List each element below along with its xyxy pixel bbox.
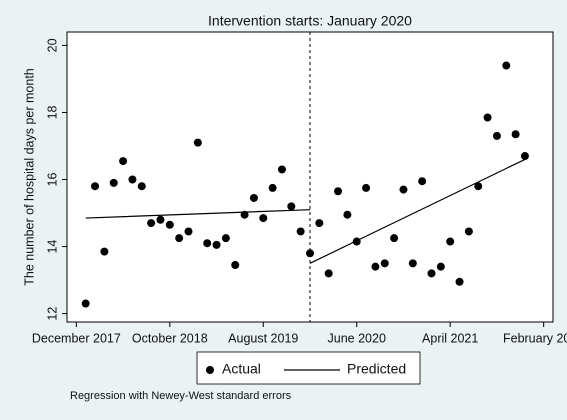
y-tick-label: 14 — [45, 240, 59, 254]
point — [259, 214, 268, 223]
x-tick-label: April 2021 — [422, 331, 478, 345]
point — [427, 269, 436, 278]
point — [474, 182, 483, 191]
point — [343, 210, 352, 219]
point — [520, 152, 529, 161]
point — [212, 240, 221, 249]
point — [91, 182, 100, 191]
legend-marker — [206, 366, 214, 374]
point — [287, 202, 296, 211]
point — [511, 130, 520, 139]
point — [315, 219, 324, 228]
point — [390, 234, 399, 243]
point — [203, 239, 212, 248]
point — [231, 261, 240, 270]
legend-box — [196, 351, 421, 385]
point — [306, 249, 314, 258]
point — [324, 269, 333, 278]
point — [249, 193, 258, 202]
y-axis-label: The number of hospital days per month — [22, 68, 36, 286]
point — [334, 187, 343, 196]
x-tick-label: December 2017 — [32, 331, 121, 345]
y-tick-label: 20 — [45, 38, 59, 52]
point — [81, 299, 90, 308]
point — [147, 219, 156, 228]
point — [399, 185, 408, 194]
note: Regression with Newey-West standard erro… — [70, 390, 292, 402]
chart-title: Intervention starts: January 2020 — [208, 13, 412, 29]
point — [137, 182, 146, 191]
point — [362, 183, 371, 192]
point — [221, 234, 230, 243]
point — [100, 247, 109, 256]
y-tick-label: 12 — [45, 307, 59, 321]
legend-label: Predicted — [347, 361, 406, 377]
x-tick-label: February 2022 — [503, 331, 567, 345]
point — [277, 165, 286, 174]
point — [455, 277, 464, 286]
point — [193, 138, 202, 147]
point — [380, 259, 389, 268]
point — [128, 175, 137, 184]
point — [446, 237, 455, 246]
x-tick-label: October 2018 — [132, 331, 208, 345]
point — [408, 259, 417, 268]
x-tick-label: June 2020 — [328, 331, 386, 345]
point — [119, 157, 128, 166]
x-tick-label: August 2019 — [228, 331, 298, 345]
fit-line — [85, 158, 526, 264]
legend-label: Actual — [222, 361, 261, 377]
point — [165, 220, 174, 229]
point — [371, 262, 380, 271]
point — [436, 262, 445, 271]
point — [502, 61, 511, 70]
point — [109, 178, 118, 187]
point — [464, 227, 473, 236]
point — [492, 131, 501, 140]
y-tick-label: 18 — [45, 105, 59, 119]
point — [418, 177, 427, 186]
point — [483, 113, 492, 122]
point — [296, 227, 305, 236]
point — [184, 227, 193, 236]
y-tick-label: 16 — [45, 173, 59, 187]
point — [156, 215, 165, 224]
point — [175, 234, 184, 243]
point — [268, 183, 277, 192]
